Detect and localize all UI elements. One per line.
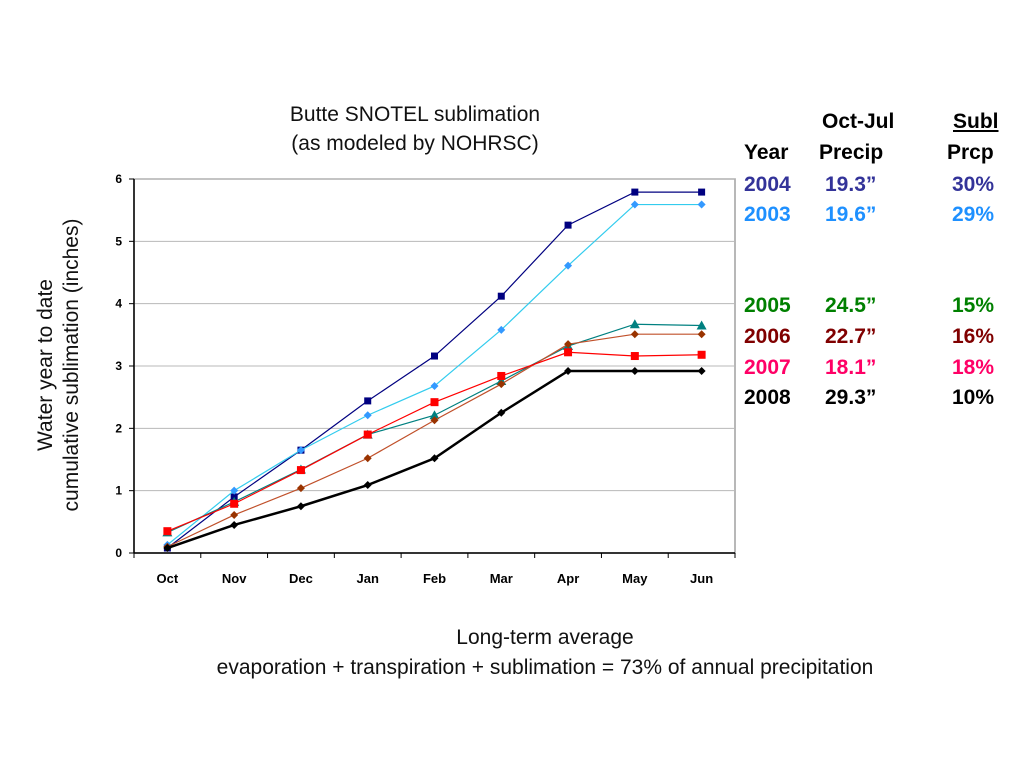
data-point-2004 — [364, 397, 372, 405]
table-year: 2007 — [744, 356, 791, 379]
y-tick-label: 2 — [115, 421, 122, 435]
data-point-2003 — [296, 446, 305, 455]
table-subl: 30% — [952, 173, 995, 196]
data-point-2005 — [429, 410, 440, 420]
data-point-2003 — [430, 381, 439, 390]
table-precip: 19.6” — [825, 203, 877, 226]
table-precip: 18.1” — [825, 356, 877, 379]
data-point-2003 — [697, 200, 706, 209]
x-tick-label: Jun — [690, 571, 713, 586]
data-point-2008 — [430, 454, 439, 463]
footer-line2: evaporation + transpiration + sublimatio… — [216, 656, 874, 679]
table-precip: 24.5” — [825, 294, 877, 317]
header-oct-jul: Oct-Jul — [822, 110, 895, 133]
y-tick-label: 4 — [115, 297, 122, 311]
table-subl: 10% — [952, 386, 995, 409]
data-point-2007 — [630, 352, 639, 361]
x-tick-label: Feb — [423, 571, 446, 586]
data-point-2004 — [564, 221, 572, 229]
data-point-2003 — [230, 486, 239, 495]
x-tick-label: Dec — [289, 571, 313, 586]
table-precip: 29.3” — [825, 386, 877, 409]
data-point-2004 — [431, 352, 438, 360]
data-point-2006 — [363, 454, 372, 463]
x-tick-label: Apr — [557, 571, 579, 586]
data-point-2006 — [697, 330, 706, 339]
data-point-2004 — [497, 292, 505, 300]
table-year: 2008 — [744, 386, 791, 409]
data-point-2007 — [697, 350, 706, 359]
data-point-2008 — [497, 408, 506, 417]
y-tick-label: 0 — [115, 546, 122, 560]
x-tick-label: May — [622, 571, 648, 586]
table-precip: 22.7” — [825, 325, 877, 348]
data-point-2007 — [497, 371, 506, 380]
table-year: 2003 — [744, 203, 791, 226]
data-point-2008 — [163, 544, 172, 553]
data-point-2008 — [630, 366, 639, 375]
table-year: 2004 — [744, 173, 791, 196]
data-point-2007 — [564, 348, 573, 357]
data-point-2007 — [163, 527, 172, 536]
data-point-2005 — [629, 319, 640, 329]
footer-line1: Long-term average — [456, 626, 634, 649]
data-point-2008 — [363, 481, 372, 490]
data-point-2006 — [430, 416, 439, 425]
chart-subtitle: (as modeled by NOHRSC) — [291, 132, 539, 155]
x-tick-label: Oct — [157, 571, 179, 586]
x-tick-label: Jan — [357, 571, 379, 586]
data-point-2003 — [630, 200, 639, 209]
data-point-2007 — [430, 398, 439, 407]
header-subl: Subl — [953, 110, 999, 133]
table-subl: 16% — [952, 325, 995, 348]
data-point-2004 — [631, 188, 639, 196]
chart-title: Butte SNOTEL sublimation (as modeled by … — [230, 100, 600, 158]
header-year: Year — [744, 141, 789, 164]
data-point-2006 — [564, 340, 573, 349]
data-point-2006 — [296, 484, 305, 493]
data-point-2006 — [630, 330, 639, 339]
data-point-2008 — [230, 520, 239, 529]
data-point-2008 — [697, 366, 706, 375]
y-tick-label: 5 — [115, 234, 122, 248]
table-subl: 15% — [952, 294, 995, 317]
data-point-2008 — [564, 366, 573, 375]
chart-title-line1: Butte SNOTEL sublimation — [289, 103, 541, 126]
data-point-2008 — [296, 502, 305, 511]
y-tick-label: 3 — [115, 359, 122, 373]
data-point-2003 — [497, 325, 506, 334]
table-precip: 19.3” — [825, 173, 877, 196]
x-tick-label: Mar — [490, 571, 513, 586]
data-point-2007 — [230, 499, 239, 508]
table-year: 2005 — [744, 294, 791, 317]
header-precip: Precip — [819, 141, 884, 164]
data-point-2006 — [230, 510, 239, 519]
data-point-2003 — [564, 261, 573, 270]
header-prcp: Prcp — [947, 141, 994, 164]
y-tick-label: 1 — [115, 484, 122, 498]
x-tick-label: Nov — [222, 571, 247, 586]
table-year: 2006 — [744, 325, 791, 348]
data-point-2007 — [363, 430, 372, 439]
data-point-2007 — [296, 466, 305, 475]
data-point-2004 — [698, 188, 706, 196]
footer-note: Long-term average evaporation + transpir… — [100, 623, 990, 683]
data-point-2006 — [497, 380, 506, 389]
data-point-2003 — [363, 411, 372, 420]
table-subl: 18% — [952, 356, 995, 379]
table-subl: 29% — [952, 203, 995, 226]
data-point-2005 — [696, 320, 707, 330]
y-tick-label: 6 — [115, 172, 122, 186]
